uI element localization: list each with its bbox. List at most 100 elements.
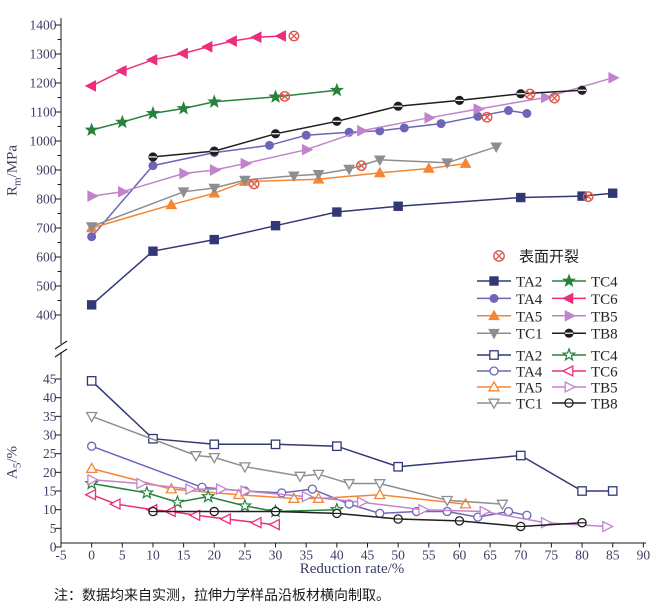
x-tick-label: 30: [269, 548, 283, 563]
top-series-TB5: [87, 71, 620, 202]
crack-marker-TC1: [355, 160, 367, 172]
y-tick-label-bottom: 15: [43, 484, 57, 499]
x-tick-label: 55: [422, 548, 436, 563]
x-tick-label: 5: [119, 548, 126, 563]
bottom-series-TB5: [87, 473, 615, 533]
footnote: 注：数据均来自实测，拉伸力学样品沿板材横向制取。: [54, 589, 390, 604]
y-tick-label-bottom: 40: [43, 390, 57, 405]
x-tick-label: 45: [361, 548, 375, 563]
legend-label: TC1: [516, 327, 543, 343]
bottom-line-TC1: [91, 415, 503, 505]
axis-break-marks: [54, 340, 68, 358]
bottom-line-TB8: [152, 510, 583, 528]
y-tick-label-bottom: 35: [43, 409, 57, 424]
legend-label: TC6: [591, 292, 618, 308]
legend-bottom-TB8: TB8: [552, 397, 618, 413]
bottom-series-TA2: [86, 376, 618, 496]
x-tick-label: 50: [391, 548, 405, 563]
legend-top-TA4: TA4: [477, 292, 543, 308]
x-tick-label: 90: [637, 548, 651, 563]
legend-top-TC1: TC1: [477, 327, 543, 343]
legend-label: TC6: [591, 365, 618, 381]
legend: 表面开裂TA2TA4TA5TC1TC4TC6TB5TB8TA2TA4TA5TC1…: [477, 249, 618, 413]
x-tick-label: 70: [514, 548, 528, 563]
y-tick-label-top: 1000: [30, 134, 57, 149]
y-tick-label-top: 1100: [30, 105, 57, 120]
y-tick-label-bottom: 25: [43, 446, 57, 461]
y-tick-label-top: 500: [36, 279, 57, 294]
x-tick-label: 65: [483, 548, 497, 563]
legend-bottom-TC4: TC4: [552, 347, 618, 365]
bottom-series-TC1: [85, 411, 509, 511]
legend-top-TC6: TC6: [552, 292, 618, 308]
y-tick-label-top: 800: [36, 192, 57, 207]
legend-top-TA5: TA5: [477, 309, 542, 325]
legend-bottom-TA5: TA5: [477, 380, 542, 397]
legend-bottom-TA2: TA2: [477, 349, 542, 365]
crack-marker-TB8: [524, 88, 536, 100]
bottom-line-TA5: [91, 467, 466, 505]
legend-bottom-TB5: TB5: [552, 381, 618, 397]
legend-crack-label: 表面开裂: [519, 249, 579, 266]
legend-label: TB8: [591, 327, 618, 343]
y-tick-label-bottom: 45: [43, 372, 57, 387]
x-axis-label: Reduction rate/%: [299, 561, 405, 577]
crack-marker-TC4: [279, 90, 291, 102]
x-tick-label: -5: [55, 548, 66, 563]
x-tick-label: 35: [299, 548, 313, 563]
legend-top-TB8: TB8: [552, 327, 618, 343]
tick-labels: -5 0 5 10 15 20 25 30 35 40 45 50 55 60 65 70 75 80 85 9040…: [30, 18, 651, 563]
legend-label: TB5: [591, 381, 618, 397]
y-tick-label-top: 1300: [30, 47, 57, 62]
y-tick-label-top: 700: [36, 221, 57, 236]
top-line-TC6: [91, 35, 282, 87]
top-series-TA2: [86, 188, 618, 310]
legend-bottom-TA4: TA4: [477, 365, 543, 381]
y-tick-label-top: 400: [36, 308, 57, 323]
y-tick-label-top: 1400: [30, 18, 57, 33]
axes: [54, 18, 646, 548]
legend-top-TA2: TA2: [477, 275, 542, 291]
x-tick-label: 85: [606, 548, 620, 563]
x-tick-label: 15: [177, 548, 191, 563]
x-tick-label: 60: [453, 548, 467, 563]
top-series-TB8: [148, 85, 587, 162]
y-tick-label-bottom: 10: [43, 502, 57, 517]
top-series-TA5: [85, 157, 472, 233]
legend-top-TC4: TC4: [552, 273, 618, 291]
x-tick-label: 0: [88, 548, 95, 563]
legend-label: TA5: [516, 381, 542, 397]
top-series-TC1: [85, 142, 503, 233]
legend-label: TA2: [516, 349, 542, 365]
bottom-series-TA5: [85, 462, 472, 509]
crack-marker-TB5: [549, 92, 560, 104]
legend-bottom-TC6: TC6: [552, 365, 618, 381]
top-series-TC6: [84, 30, 286, 92]
legend-label: TC4: [591, 349, 618, 365]
legend-bottom-TC1: TC1: [477, 397, 543, 413]
y-tick-label-bottom: 20: [43, 465, 57, 480]
x-tick-label: 80: [575, 548, 589, 563]
legend-label: TA4: [516, 365, 543, 381]
legend-label: TC4: [591, 275, 618, 291]
x-tick-label: 20: [208, 548, 222, 563]
bottom-series-TB8: [148, 506, 587, 532]
legend-top-TB5: TB5: [552, 309, 618, 325]
legend-label: TB5: [591, 309, 618, 325]
legend-label: TA2: [516, 275, 542, 291]
top-line-TC1: [91, 146, 497, 228]
y-tick-label-top: 1200: [30, 76, 57, 91]
y-tick-label-bottom: 30: [43, 428, 57, 443]
legend-label: TB8: [591, 397, 618, 413]
crack-marker-TC6: [288, 30, 300, 42]
legend-label: TA5: [516, 309, 542, 325]
x-tick-label: 10: [146, 548, 160, 563]
top-series-TC4: [84, 82, 344, 136]
y-tick-label-bottom: 5: [50, 521, 57, 536]
crack-marker-TA2: [582, 191, 594, 203]
y-tick-label-top: 900: [36, 163, 57, 178]
top-line-TA5: [91, 162, 466, 229]
legend-label: TA4: [516, 292, 543, 308]
